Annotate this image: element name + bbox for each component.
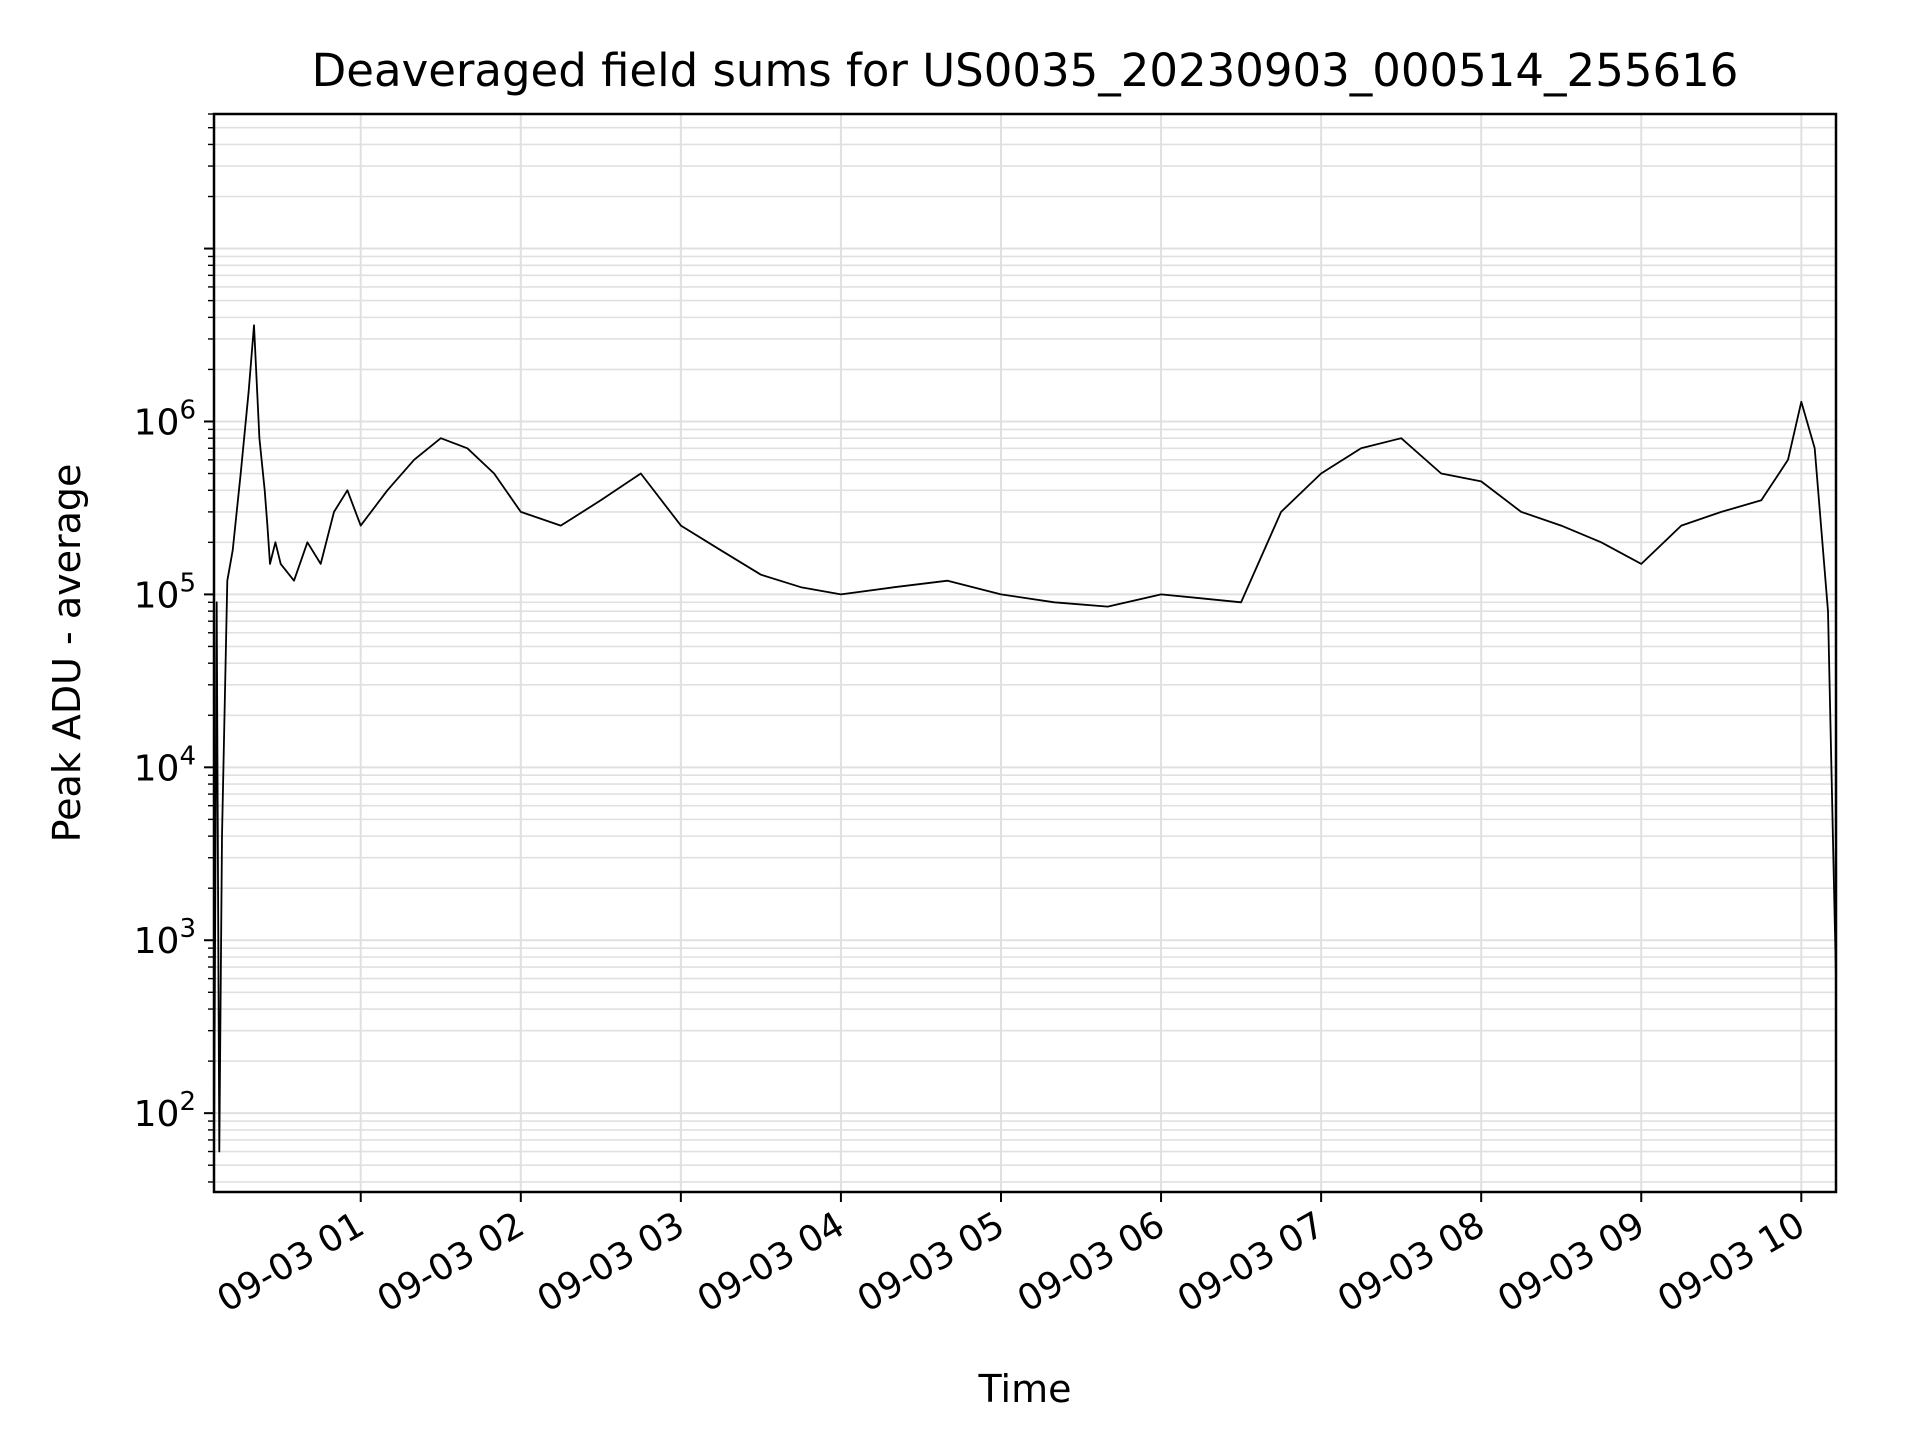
y-axis-label: Peak ADU - average: [45, 464, 89, 843]
y-tick-label: 106: [134, 395, 196, 443]
x-axis-label: Time: [978, 1367, 1072, 1411]
y-tick-label: 105: [134, 568, 196, 616]
series-line: [213, 324, 1837, 1166]
y-tick-label: 104: [134, 741, 196, 789]
plot-frame: [212, 112, 1838, 1194]
chart-title: Deaveraged field sums for US0035_2023090…: [312, 44, 1739, 97]
y-tick-label: 103: [134, 914, 196, 962]
series-layer: [213, 324, 1837, 1166]
y-axis: 102 103 104 105 106: [134, 113, 214, 1183]
grid: [214, 113, 1836, 1192]
y-tick-label: 102: [134, 1087, 196, 1135]
